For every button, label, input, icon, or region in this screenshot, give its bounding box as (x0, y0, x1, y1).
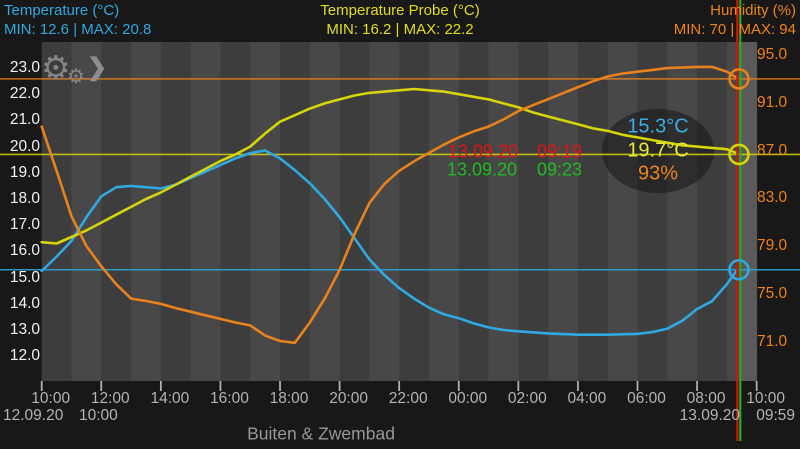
chevron-right-icon[interactable]: ❯ (87, 54, 108, 81)
right-axis-tick-label: 79.0 (757, 237, 788, 255)
probe-title: Temperature Probe (°C) (320, 2, 480, 19)
right-axis-tick-label: 95.0 (757, 46, 788, 63)
hour-stripe (428, 42, 460, 381)
cursor-green-date: 13.09.20 (447, 159, 518, 180)
left-axis-tick-label: 22.0 (9, 85, 40, 103)
temperature-minmax: MIN: 12.6 | MAX: 20.8 (4, 20, 152, 38)
probe-minmax: MIN: 16.2 | MAX: 22.2 (326, 20, 474, 38)
device-name[interactable]: Buiten & Zwembad (247, 423, 395, 444)
hour-stripe (697, 42, 728, 381)
cursor-red-time: 09:19 (537, 141, 583, 162)
x-axis-tick-label: 02:00 (507, 390, 547, 407)
start-time-label: 10:00 (79, 407, 118, 424)
humidity-minmax: MIN: 70 | MAX: 94 (673, 20, 796, 38)
hour-stripe (488, 42, 519, 381)
humidity-current-marker (728, 68, 750, 90)
x-axis-tick-label: 06:00 (627, 390, 666, 407)
right-axis-tick-label: 91.0 (757, 93, 788, 111)
end-date-label: 13.09.20 (679, 407, 740, 424)
x-axis-tick-label: 08:00 (686, 390, 726, 407)
x-axis-tick-label: 18:00 (269, 390, 309, 407)
hour-stripe (71, 42, 102, 381)
hour-stripe (280, 42, 311, 381)
left-axis-tick-label: 23.0 (9, 59, 40, 76)
humidity-title: Humidity (%) (710, 2, 796, 19)
right-axis-tick-label: 87.0 (757, 141, 788, 159)
right-axis-tick-label: 71.0 (757, 332, 788, 350)
x-axis-tick-label: 10:00 (31, 390, 71, 407)
right-axis-tick-label: 75.0 (757, 284, 788, 302)
end-time-label: 09:59 (756, 407, 795, 424)
current-values-bubble (602, 109, 714, 193)
x-axis-tick-label: 16:00 (210, 390, 249, 407)
hour-stripe (458, 42, 490, 381)
hour-stripe (101, 42, 132, 381)
settings-gear-small-icon: ⚙ (67, 64, 85, 88)
hour-stripe (607, 42, 638, 381)
x-axis-tick-label: 12:00 (90, 390, 130, 407)
hour-stripe (667, 42, 698, 381)
hour-stripe (160, 42, 192, 381)
hour-stripe (637, 42, 668, 381)
right-axis-tick-label: 83.0 (757, 189, 788, 207)
bubble-probe-value: 19.7°C (627, 139, 689, 162)
x-axis-tick-label: 22:00 (388, 390, 428, 407)
left-axis-tick-label: 21.0 (9, 111, 40, 129)
x-axis-tick-label: 20:00 (329, 390, 368, 407)
x-axis-tick-label: 14:00 (150, 390, 190, 407)
temperature-curve (40, 149, 738, 337)
temperature_probe-current-marker (728, 143, 750, 166)
probe-header: Temperature Probe (°C) MIN: 16.2 | MAX: … (0, 2, 800, 39)
hour-stripe (250, 42, 281, 381)
cursor-green-time: 09:23 (537, 159, 583, 180)
left-axis-tick-label: 13.0 (9, 321, 40, 338)
temperature-title: Temperature (°C) (4, 2, 120, 19)
cursor-red-date: 13.09.20 (448, 141, 519, 162)
left-axis-tick-label: 19.0 (9, 163, 40, 181)
x-axis-tick-label: 04:00 (567, 390, 607, 407)
temperature-current-marker (728, 258, 750, 281)
hour-stripe (369, 42, 400, 381)
hour-stripe (41, 42, 72, 381)
left-axis-tick-label: 14.0 (9, 294, 40, 312)
temperature_probe-curve (40, 87, 738, 245)
humidity-curve (40, 65, 738, 345)
left-axis-tick-label: 16.0 (9, 242, 40, 260)
x-axis-tick-label: 10:00 (746, 390, 786, 407)
hour-stripe (131, 42, 162, 381)
hour-stripe (190, 42, 221, 381)
future-stripe (740, 42, 757, 381)
left-axis-tick-label: 17.0 (9, 216, 40, 234)
settings-gear-icon[interactable]: ⚙ (41, 48, 71, 87)
x-axis-tick-label: 00:00 (448, 390, 488, 407)
left-axis-tick-label: 12.0 (9, 347, 40, 365)
hour-stripe (577, 42, 609, 381)
left-axis-tick-label: 18.0 (9, 190, 40, 207)
bubble-humidity-value: 93% (637, 162, 679, 185)
hour-stripe (399, 42, 430, 381)
temperature-header: Temperature (°C) MIN: 12.6 | MAX: 20.8 (4, 2, 151, 39)
left-axis-tick-label: 15.0 (9, 268, 40, 286)
start-date-label: 12.09.20 (3, 407, 64, 424)
hour-stripe (518, 42, 549, 381)
humidity-header: Humidity (%) MIN: 70 | MAX: 94 (674, 2, 796, 39)
bubble-temperature-value: 15.3°C (627, 115, 689, 138)
hour-stripe (220, 42, 251, 381)
left-axis-tick-label: 20.0 (9, 137, 40, 155)
